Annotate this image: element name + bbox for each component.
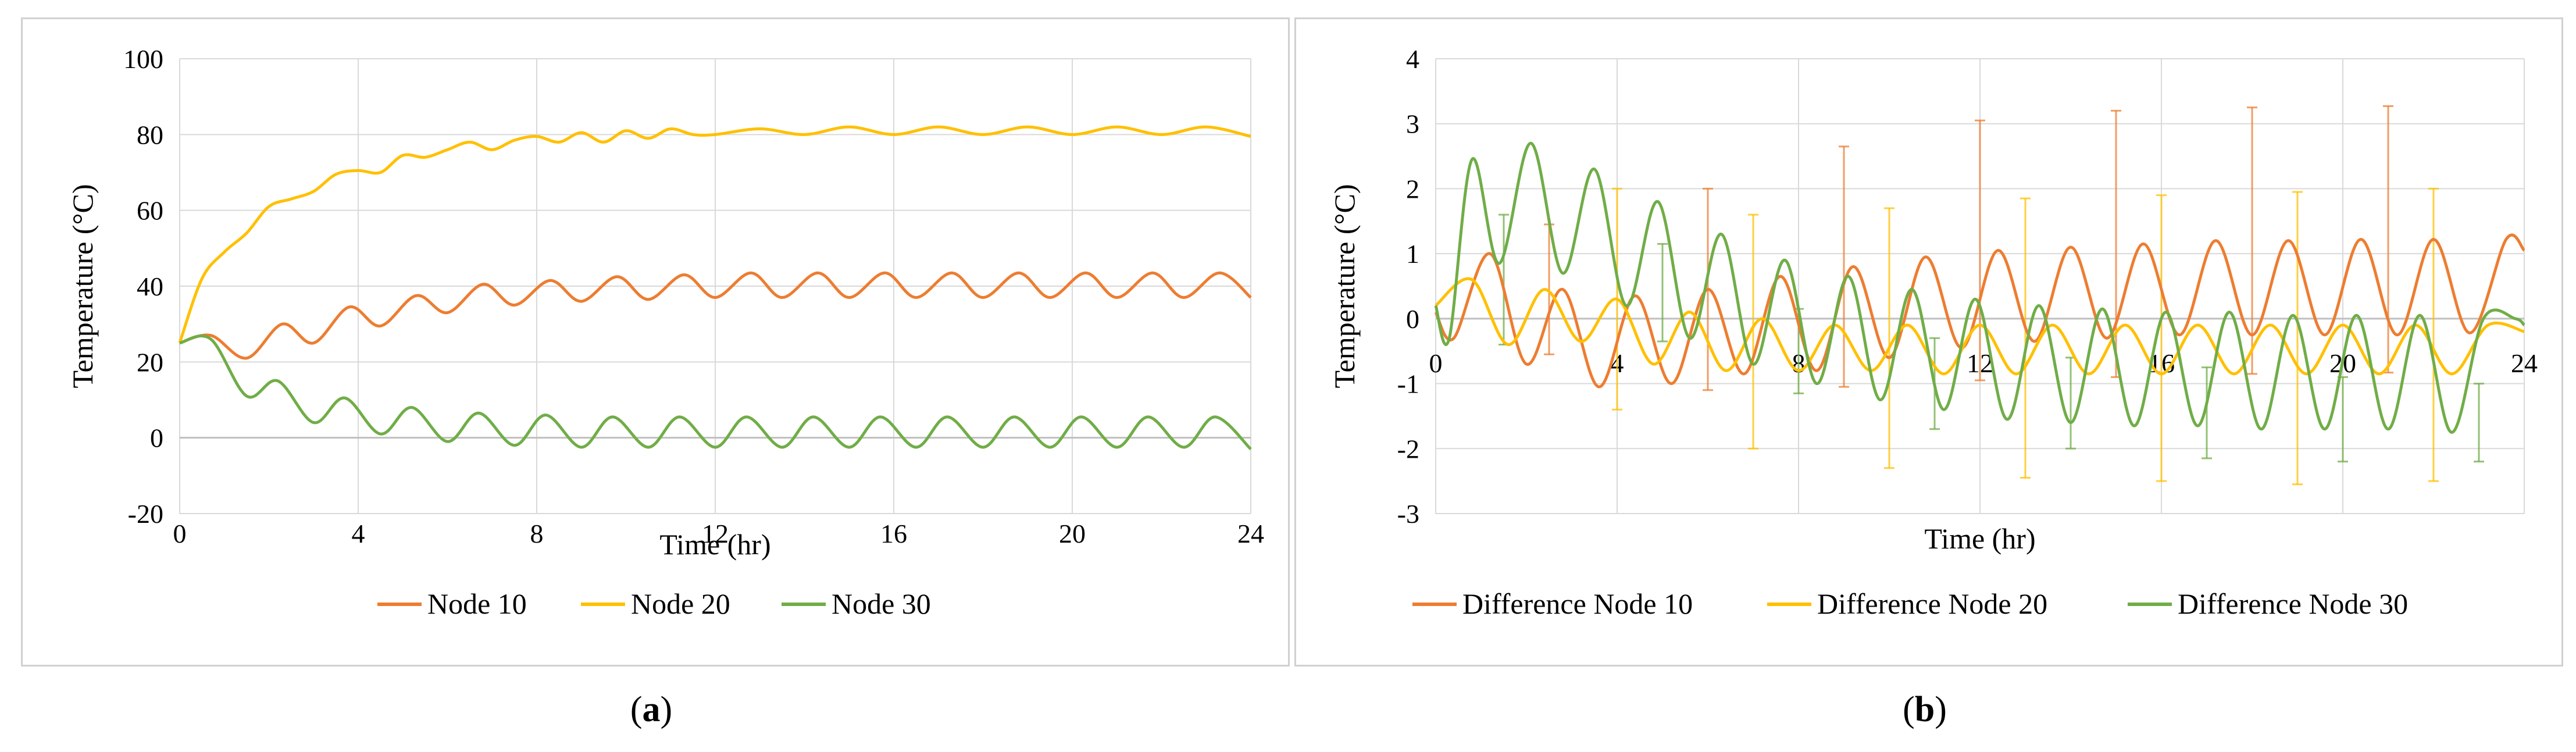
error-bar [2202,366,2212,459]
legend-item: Difference Node 20 [1767,587,2047,620]
legend-item: Node 30 [782,587,931,620]
error-bar [2020,197,2031,479]
error-bar [2428,187,2439,482]
error-bar [2383,105,2393,374]
legend-item: Node 20 [581,587,730,620]
x-tick-label: 8 [530,519,544,548]
series-line-node-20 [178,125,1251,344]
x-tick-label: 4 [352,519,365,548]
legend-item: Difference Node 30 [2128,587,2408,620]
chart-b-svg: -3-2-10123404812162024Time (hr)Temperatu… [1328,44,2538,620]
chart-panel-b: -3-2-10123404812162024Time (hr)Temperatu… [1294,17,2563,667]
series-line-difference-node-30 [1434,141,2525,434]
series-line-difference-node-10 [1434,233,2525,389]
error-bar [1975,119,1985,382]
error-bar [2247,106,2257,375]
gridlines [179,58,1251,514]
y-tick-label: -1 [1397,369,1419,399]
y-tick-label: 0 [150,423,163,453]
error-bar [1884,207,1894,469]
x-axis-title: Time (hr) [659,528,770,561]
x-tick-label: 24 [1237,519,1264,548]
subfigure-label-b: (b) [1903,690,1947,729]
error-bar [1748,213,1758,450]
legend-label: Node 10 [427,587,527,620]
legend-label: Difference Node 20 [1817,587,2047,620]
x-tick-label: 16 [880,519,907,548]
legend-label: Node 20 [631,587,730,620]
x-tick-label: 0 [1429,348,1443,378]
legend-label: Difference Node 30 [2178,587,2408,620]
legend-label: Difference Node 10 [1462,587,1693,620]
series-line-node-10 [179,271,1252,360]
subfigure-letter-b: b [1914,690,1935,729]
y-tick-label: -2 [1397,434,1419,464]
y-tick-label: 1 [1406,239,1419,269]
y-tick-label: -3 [1397,499,1419,529]
y-axis-title: Temperature (°C) [66,184,99,388]
y-tick-label: -20 [128,499,163,529]
y-tick-label: 0 [1406,304,1419,334]
legend-item: Node 10 [377,587,527,620]
error-bar [1839,145,1849,388]
error-bar [2156,194,2167,482]
chart-a-svg: -20 0 20 40 60 80 100 0 4 8 12 16 20 24 Time (hr) Tempe… [66,44,1264,620]
y-tick-label: 80 [137,120,163,149]
y-tick-label: 2 [1406,174,1419,204]
x-tick-label: 0 [173,519,187,548]
legend-item: Difference Node 10 [1412,587,1693,620]
series-line-node-30 [179,334,1252,451]
x-tick-label: 12 [702,519,729,548]
error-bar [2292,191,2303,486]
y-tick-label: 4 [1406,44,1419,74]
error-bar [1657,243,1668,343]
subfigure-letter-a: a [642,690,661,729]
error-bar [2474,383,2484,463]
series-line-difference-node-20 [1435,277,2525,376]
x-axis-title: Time (hr) [1924,522,2035,555]
legend-label: Node 30 [832,587,931,620]
y-axis-title: Temperature (°C) [1328,184,1361,388]
subfigure-label-a: (a) [630,690,673,729]
x-tick-label: 20 [1059,519,1086,548]
y-tick-label: 60 [137,196,163,226]
y-tick-label: 100 [123,44,163,74]
error-bar [2065,357,2076,450]
y-tick-label: 40 [137,272,163,301]
chart-panel-a: -20 0 20 40 60 80 100 0 4 8 12 16 20 24 Time (hr) Tempe… [21,17,1290,667]
x-tick-label: 24 [2511,348,2538,378]
y-tick-label: 3 [1406,109,1419,139]
y-tick-label: 20 [137,347,163,377]
